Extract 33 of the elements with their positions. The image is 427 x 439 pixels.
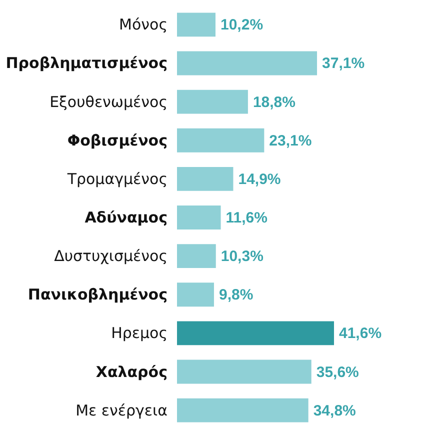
bar xyxy=(177,12,216,37)
data-label: 41,6% xyxy=(339,325,382,342)
y-tick-label: Ηρεμος xyxy=(111,324,168,342)
data-label: 35,6% xyxy=(316,364,359,381)
data-label: 11,6% xyxy=(226,210,268,226)
bar xyxy=(177,90,248,114)
y-tick-label: Δυστυχισμένος xyxy=(54,247,168,266)
bar xyxy=(177,166,234,191)
bar xyxy=(177,128,264,152)
y-tick-label: Μόνος xyxy=(119,16,168,34)
data-label: 10,3% xyxy=(220,248,264,266)
bar xyxy=(177,244,216,268)
bar xyxy=(177,398,308,422)
bar xyxy=(177,360,312,384)
bar xyxy=(177,282,214,307)
y-tick-label: Εξουθενωμένος xyxy=(50,92,168,111)
bar xyxy=(177,51,318,76)
data-label: 10,2% xyxy=(220,16,264,34)
y-tick-label: Χαλαρός xyxy=(96,362,168,381)
bar xyxy=(177,321,334,346)
data-label: 18,8% xyxy=(252,94,296,111)
y-tick-label: Φοβισμένος xyxy=(67,131,168,150)
y-tick-label: Προβληματισμένος xyxy=(6,54,168,72)
data-label: 34,8% xyxy=(313,402,356,420)
y-tick-label: Πανικοβλημένος xyxy=(28,286,168,304)
y-tick-label: Αδύναμος xyxy=(84,208,168,226)
data-label: 37,1% xyxy=(322,55,365,72)
data-label: 9,8% xyxy=(218,286,254,304)
y-tick-label: Τρομαγμένος xyxy=(66,170,168,188)
data-label: 14,9% xyxy=(238,170,281,188)
bar xyxy=(177,206,221,230)
data-label: 23,1% xyxy=(269,132,312,150)
y-tick-label: Με ενέργεια xyxy=(76,401,168,420)
